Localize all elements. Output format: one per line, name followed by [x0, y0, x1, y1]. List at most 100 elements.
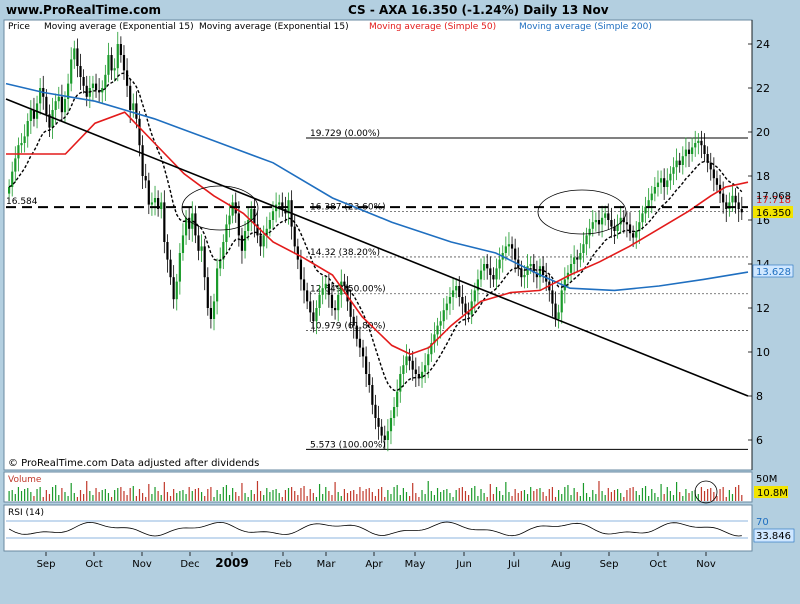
volume-bar: [638, 495, 640, 501]
volume-bar: [558, 490, 560, 501]
volume-bar: [675, 482, 678, 501]
candle-body: [731, 195, 734, 203]
candle-body: [119, 44, 122, 55]
candle-body: [483, 264, 486, 271]
volume-bar: [79, 490, 82, 501]
candle-body: [141, 145, 144, 176]
candle-body: [101, 88, 104, 93]
volume-bar: [635, 491, 637, 501]
volume-bar: [530, 487, 532, 501]
volume-bar: [250, 490, 252, 501]
volume-bar: [713, 492, 715, 501]
candle-body: [107, 55, 110, 75]
volume-bar: [117, 488, 119, 501]
volume-bar: [585, 493, 588, 501]
candle-body: [315, 308, 318, 322]
volume-bar: [55, 485, 57, 501]
candle-body: [473, 290, 476, 302]
candle-body: [11, 171, 14, 187]
candle-body: [20, 143, 23, 146]
volume-bar: [346, 493, 349, 501]
volume-bar: [219, 494, 221, 501]
candle-body: [94, 83, 98, 91]
volume-bar: [573, 488, 575, 501]
candle-body: [442, 310, 445, 322]
candle-body: [306, 290, 309, 302]
candle-body: [337, 294, 340, 311]
volume-bar: [318, 484, 321, 501]
volume-bar: [207, 489, 209, 501]
volume-bar: [564, 487, 566, 501]
volume-bar: [151, 494, 153, 501]
candle-body: [321, 288, 324, 295]
volume-bar: [259, 491, 262, 501]
volume-bar: [455, 490, 457, 501]
date-axis-label: Dec: [180, 559, 199, 570]
candle-body: [51, 110, 54, 128]
volume-bar: [471, 488, 473, 501]
candle-body: [374, 404, 377, 418]
candle-body: [368, 374, 371, 385]
candle-body: [181, 235, 185, 253]
volume-bar: [107, 493, 110, 501]
volume-bar: [731, 494, 734, 501]
candle-body: [160, 202, 163, 209]
volume-bar: [235, 492, 237, 501]
candle-body: [324, 283, 327, 289]
volume-bar: [42, 497, 44, 501]
volume-bar: [123, 491, 125, 501]
candle-body: [29, 110, 32, 121]
candle-body: [23, 136, 26, 143]
volume-bar: [272, 490, 274, 501]
candle-body: [523, 275, 526, 278]
volume-bar: [281, 497, 283, 501]
candle-body: [650, 193, 653, 201]
site-name[interactable]: www.ProRealTime.com: [6, 3, 161, 17]
date-axis-label: Jun: [455, 559, 472, 570]
sma-200-line: [5, 82, 749, 292]
volume-bar: [350, 491, 352, 501]
candle-body: [448, 297, 452, 304]
volume-bar: [589, 497, 591, 501]
date-axis-label: Jul: [507, 559, 520, 570]
volume-bar: [135, 496, 137, 501]
candle-body: [386, 431, 389, 440]
volume-bar: [617, 489, 619, 501]
volume-bar: [194, 489, 196, 501]
volume-bar: [266, 488, 268, 501]
volume-bar: [148, 484, 150, 501]
candle-body: [281, 202, 284, 209]
volume-bar: [644, 486, 647, 501]
volume-bar: [430, 491, 432, 501]
candle-body: [557, 312, 560, 319]
candle-body: [619, 217, 622, 225]
volume-bar: [92, 495, 94, 501]
volume-bar: [592, 490, 594, 501]
volume-bar: [138, 489, 141, 501]
support-line-label: 16.584: [6, 197, 38, 207]
candle-body: [256, 224, 259, 236]
candle-body: [110, 55, 113, 71]
candle-body: [318, 294, 321, 308]
candle-body: [104, 74, 107, 88]
volume-bar: [595, 494, 597, 501]
volume-bar: [682, 496, 684, 501]
candle-body: [349, 301, 352, 317]
volume-bar: [263, 495, 265, 501]
price-axis-label: 20: [756, 126, 770, 139]
volume-bar: [328, 491, 330, 501]
price-axis-label: 10: [756, 346, 770, 359]
volume-bar: [505, 482, 507, 501]
candle-body: [684, 149, 688, 157]
volume-bar: [67, 496, 69, 501]
price-axis-label: 24: [756, 38, 770, 51]
volume-bar: [461, 487, 463, 501]
candle-body: [383, 435, 386, 440]
candle-body: [659, 178, 663, 183]
volume-bar: [741, 495, 743, 501]
candle-body: [622, 217, 625, 223]
volume-bar: [362, 491, 364, 501]
price-tag-box: [753, 206, 793, 218]
volume-bar: [433, 495, 436, 501]
